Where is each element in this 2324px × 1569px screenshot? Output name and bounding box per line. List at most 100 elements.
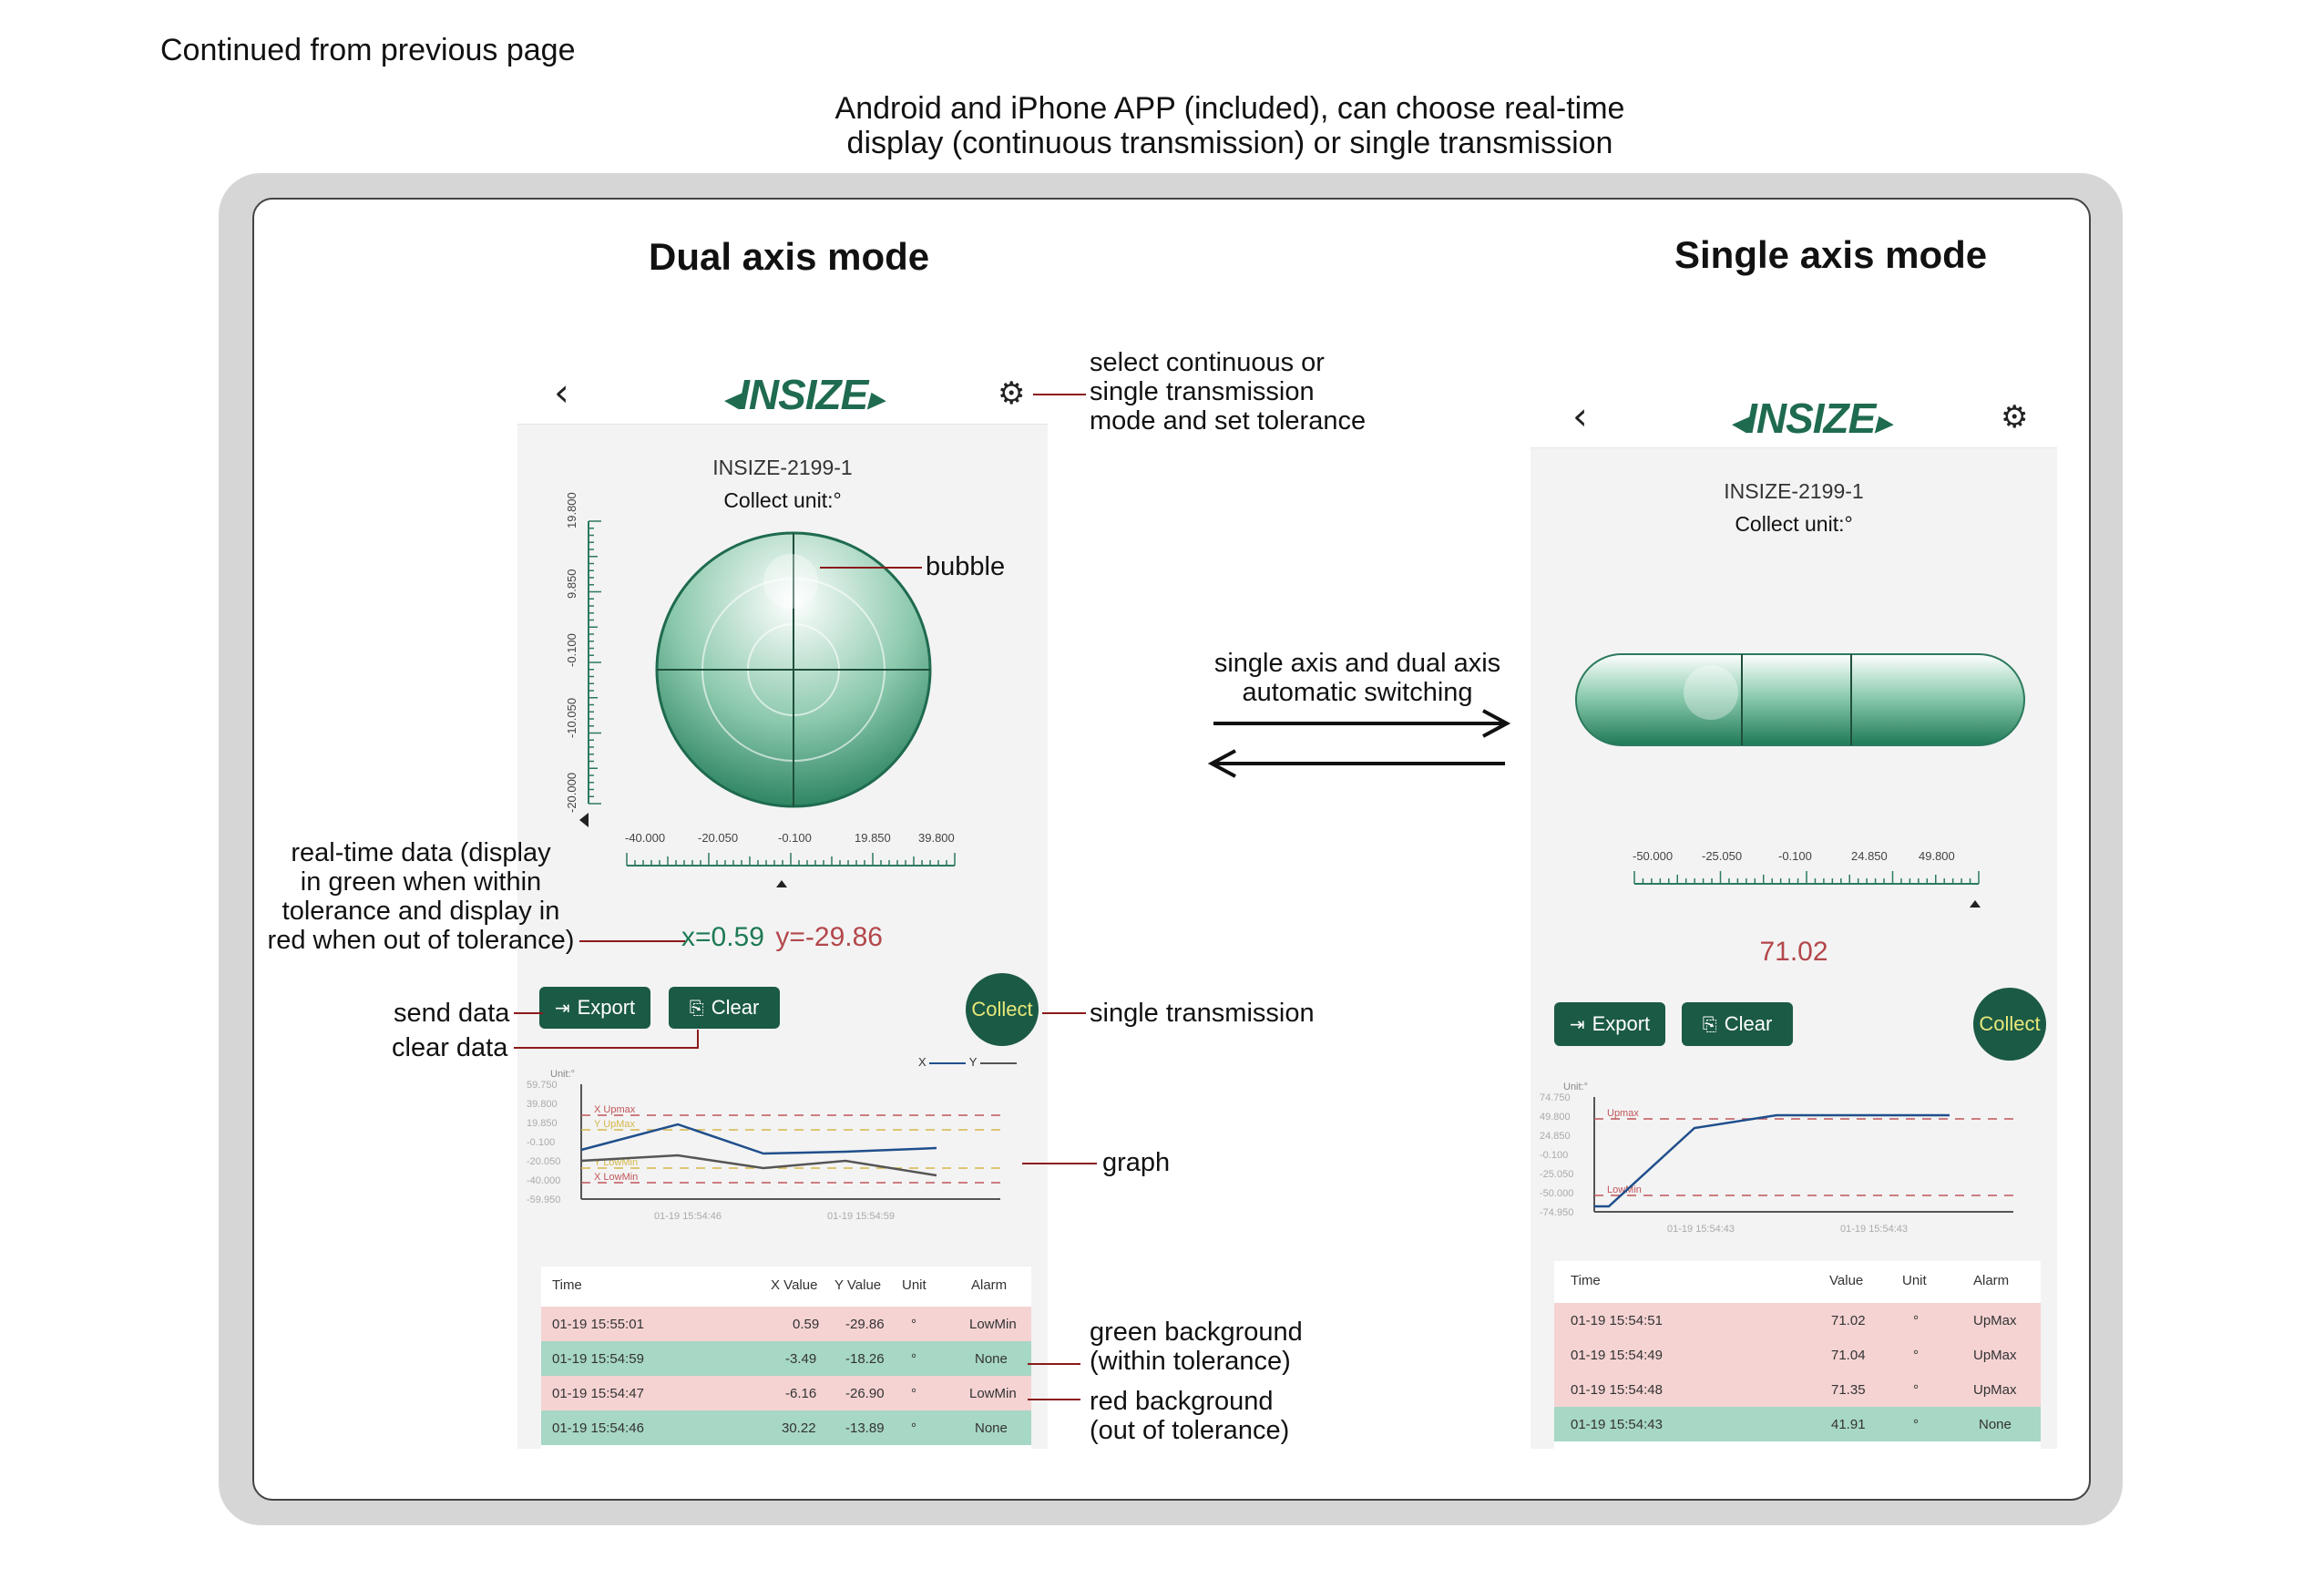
cell-y-value: -18.26	[845, 1350, 885, 1367]
cell-x-value: 30.22	[782, 1420, 816, 1436]
insize-logo: ◂INSIZE▸	[723, 371, 883, 418]
header-y-value: Y Value	[834, 1277, 882, 1293]
header-line-2: display (continuous transmission) or sin…	[846, 126, 1613, 160]
cell-x-value: -3.49	[785, 1350, 817, 1367]
export-button[interactable]: ⇥ Export	[1554, 1002, 1665, 1046]
graph-series-line	[580, 1154, 937, 1177]
horizontal-tick-label: 19.850	[855, 831, 891, 845]
collect-unit: Collect unit:°	[1735, 512, 1853, 536]
graph-y-tick: -59.950	[527, 1195, 560, 1205]
table-row[interactable]: 01-19 15:54:46 30.22 -13.89 ° None	[541, 1410, 1031, 1445]
app-top-bar: ‹ ◂INSIZE▸ ⚙	[517, 364, 1048, 425]
cell-time: 01-19 15:54:47	[552, 1385, 644, 1401]
clear-icon: ⎘	[689, 997, 704, 1019]
realtime-reading: 71.02	[1759, 937, 1828, 967]
header-time: Time	[1571, 1272, 1601, 1288]
vertical-scale	[579, 520, 601, 827]
table-row[interactable]: 01-19 15:54:48 71.35 ° UpMax	[1554, 1372, 2041, 1407]
bubble-indicator	[763, 554, 818, 609]
reading-y: y=-29.86	[775, 922, 883, 952]
table-row[interactable]: 01-19 15:55:01 0.59 -29.86 ° LowMin	[541, 1307, 1031, 1341]
annotation-realtime: real-time data (display in green when wi…	[267, 838, 575, 955]
tolerance-limit-label: X LowMin	[594, 1172, 638, 1183]
cell-unit: °	[911, 1350, 916, 1367]
cell-alarm: LowMin	[969, 1316, 1017, 1332]
horizontal-tick-label: 39.800	[918, 831, 955, 845]
leader-clear-data	[514, 1030, 699, 1049]
cell-value: 71.02	[1831, 1312, 1866, 1328]
graph-y-tick: 74.750	[1540, 1092, 1571, 1103]
horizontal-tick-label: 24.850	[1851, 849, 1888, 863]
table-row[interactable]: 01-19 15:54:59 -3.49 -18.26 ° None	[541, 1341, 1031, 1376]
vertical-pointer-icon	[579, 813, 589, 827]
dual-axis-title: Dual axis mode	[649, 235, 930, 278]
chevron-left-icon[interactable]: ‹	[1572, 394, 1588, 438]
cell-value: 41.91	[1831, 1416, 1866, 1432]
cell-time: 01-19 15:54:43	[1571, 1416, 1663, 1432]
cell-x-value: 0.59	[793, 1316, 820, 1332]
annotation-red-background: red background (out of tolerance)	[1090, 1387, 1290, 1445]
horizontal-tick-labels: -50.000 -25.050 -0.100 24.850 49.800	[1633, 849, 1979, 867]
table-row[interactable]: 01-19 15:54:43 41.91 ° None	[1554, 1407, 2041, 1441]
header-alarm: Alarm	[1973, 1272, 2010, 1288]
cell-unit: °	[911, 1385, 916, 1401]
export-button[interactable]: ⇥ Export	[539, 987, 650, 1029]
single-axis-title: Single axis mode	[1674, 233, 1988, 276]
chevron-left-icon[interactable]: ‹	[554, 370, 569, 415]
header-unit: Unit	[1902, 1272, 1927, 1288]
arrow-right-icon	[1213, 709, 1511, 738]
table-row[interactable]: 01-19 15:54:47 -6.16 -26.90 ° LowMin	[541, 1376, 1031, 1410]
app-top-bar: ‹ ◂INSIZE▸ ⚙	[1531, 386, 2057, 448]
dual-data-table: Time X Value Y Value Unit Alarm 01-19 15…	[541, 1266, 1031, 1449]
cell-unit: °	[1913, 1312, 1919, 1328]
horizontal-tick-labels: -40.000 -20.050 -0.100 19.850 39.800	[625, 831, 955, 849]
collect-button[interactable]: Collect	[966, 973, 1039, 1046]
horizontal-tick-label: -25.050	[1702, 849, 1743, 863]
table-row[interactable]: 01-19 15:54:51 71.02 ° UpMax	[1554, 1303, 2041, 1338]
annotation-clear-data: clear data	[392, 1033, 508, 1062]
horizontal-scale	[626, 853, 956, 887]
table-row[interactable]: 01-19 15:54:49 71.04 ° UpMax	[1554, 1338, 2041, 1372]
continued-label: Continued from previous page	[160, 33, 576, 67]
device-name: INSIZE-2199-1	[1724, 479, 1864, 503]
tolerance-limit-label: Upmax	[1607, 1108, 1639, 1119]
graph-unit-label: Unit:°	[1563, 1082, 1588, 1092]
header-time: Time	[552, 1277, 582, 1293]
cell-unit: °	[1913, 1347, 1919, 1363]
header-unit: Unit	[902, 1277, 927, 1293]
horizontal-scale	[1633, 871, 1981, 908]
annotation-graph: graph	[1102, 1148, 1171, 1177]
tolerance-limit-label: LowMin	[1607, 1184, 1642, 1195]
annotation-settings: select continuous or single transmission…	[1090, 348, 1367, 436]
annotation-single-transmission: single transmission	[1090, 999, 1315, 1028]
horizontal-tick-label: -40.000	[625, 831, 666, 845]
clear-icon: ⎘	[1702, 1013, 1717, 1035]
gear-icon[interactable]: ⚙	[998, 375, 1026, 412]
graph-legend: X Y	[918, 1055, 1017, 1069]
horizontal-pointer-icon	[776, 880, 787, 887]
single-axis-app-screen: ‹ ◂INSIZE▸ ⚙ INSIZE-2199-1 Collect unit:…	[1531, 386, 2057, 1449]
cell-unit: °	[911, 1316, 916, 1332]
clear-button[interactable]: ⎘ Clear	[669, 987, 780, 1029]
collect-button[interactable]: Collect	[1973, 988, 2046, 1061]
graph-y-tick: -74.950	[1540, 1207, 1573, 1218]
arrow-left-icon	[1207, 749, 1505, 778]
cell-time: 01-19 15:55:01	[552, 1316, 644, 1332]
clear-button[interactable]: ⎘ Clear	[1682, 1002, 1793, 1046]
cell-y-value: -13.89	[845, 1420, 885, 1436]
horizontal-tick-label: -0.100	[1778, 849, 1812, 863]
device-name: INSIZE-2199-1	[712, 456, 853, 479]
header-alarm: Alarm	[971, 1277, 1008, 1293]
single-axis-graph: Unit:°74.750 49.800 24.850 -0.100 -25.050 -50…	[1540, 1082, 2013, 1235]
graph-y-tick: 59.750	[527, 1080, 558, 1091]
graph-y-tick: -0.100	[527, 1137, 555, 1148]
gear-icon[interactable]: ⚙	[2001, 399, 2029, 436]
dual-axis-graph: Unit:°59.750 39.800 19.850 -0.100 -20.050 -40…	[527, 1069, 1000, 1222]
cell-y-value: -26.90	[845, 1385, 885, 1401]
table-header-row: Time X Value Y Value Unit Alarm	[541, 1266, 1031, 1303]
graph-x-tick: 01-19 15:54:59	[827, 1211, 895, 1222]
header-x-value: X Value	[771, 1277, 818, 1293]
graph-y-tick: -25.050	[1540, 1169, 1573, 1180]
cell-alarm: LowMin	[969, 1385, 1017, 1401]
insize-logo: ◂INSIZE▸	[1731, 395, 1890, 442]
